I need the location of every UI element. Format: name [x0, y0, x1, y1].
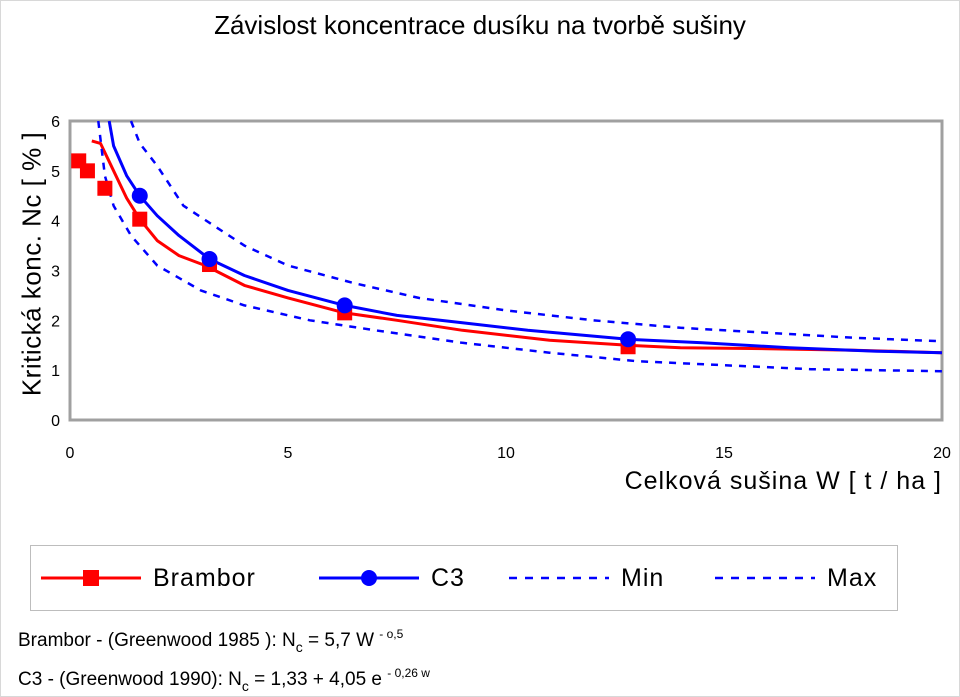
series-line-max: [129, 120, 943, 343]
y-tick-label-0: 0: [51, 413, 60, 430]
legend: Brambor C3 Min Max: [30, 545, 898, 611]
marker-brambor-2: [97, 180, 113, 196]
formula-brambor-middle: = 5,7 W: [302, 630, 380, 651]
legend-label-brambor: Brambor: [153, 563, 256, 592]
y-tick-label-6: 6: [51, 114, 60, 131]
formula-c3-sup: - 0,26 w: [387, 666, 430, 680]
formula-brambor: Brambor - (Greenwood 1985 ): Nc = 5,7 W …: [18, 627, 404, 655]
formula-c3-middle: = 1,33 + 4,05 e: [248, 669, 388, 690]
marker-c3-0: [131, 187, 148, 204]
marker-c3-3: [620, 331, 637, 348]
formula-brambor-sup: - o,5: [379, 627, 404, 641]
x-tick-label-20: 20: [933, 445, 951, 462]
x-tick-label-0: 0: [66, 445, 75, 462]
series-line-min: [97, 120, 943, 373]
marker-layer: [71, 153, 637, 355]
legend-label-min: Min: [621, 563, 665, 592]
x-axis-label: Celková sušina W [ t / ha ]: [624, 467, 942, 495]
legend-item-max: Max: [715, 546, 877, 610]
formula-brambor-prefix: Brambor - (Greenwood 1985 ): N: [18, 630, 296, 651]
legend-swatch-brambor: [41, 570, 141, 586]
tick-layer: 0 1 2 3 4 5 6 0 5 10 15 20: [51, 114, 951, 462]
legend-swatch-min: [509, 576, 609, 580]
y-tick-label-5: 5: [51, 164, 60, 181]
legend-item-brambor: Brambor: [41, 546, 256, 610]
formula-c3: C3 - (Greenwood 1990): Nc = 1,33 + 4,05 …: [18, 666, 430, 694]
y-tick-label-3: 3: [51, 264, 60, 281]
marker-brambor-3: [132, 211, 148, 227]
legend-swatch-c3: [319, 570, 419, 586]
series-line-brambor: [91, 139, 943, 355]
formula-brambor-sub: c: [295, 639, 303, 655]
y-tick-label-4: 4: [51, 214, 60, 231]
y-tick-label-2: 2: [51, 313, 60, 330]
legend-item-min: Min: [509, 546, 664, 610]
legend-label-c3: C3: [431, 563, 465, 592]
legend-swatch-max: [715, 576, 815, 580]
legend-label-max: Max: [827, 563, 878, 592]
x-tick-label-15: 15: [715, 445, 733, 462]
formula-c3-prefix: C3 - (Greenwood 1990): N: [18, 669, 242, 690]
chart-title: Závislost koncentrace dusíku na tvorbě s…: [214, 10, 746, 40]
x-tick-label-10: 10: [497, 445, 515, 462]
marker-c3-2: [336, 297, 353, 314]
x-tick-label-5: 5: [284, 445, 293, 462]
marker-brambor-1: [79, 163, 95, 179]
y-tick-label-1: 1: [51, 363, 60, 380]
legend-item-c3: C3: [319, 546, 465, 610]
plot-area: 0 1 2 3 4 5 6 0 5 10 15 20: [51, 114, 951, 462]
formula-c3-sub: c: [241, 678, 249, 694]
marker-c3-1: [201, 251, 218, 268]
plot-border: [68, 119, 944, 422]
